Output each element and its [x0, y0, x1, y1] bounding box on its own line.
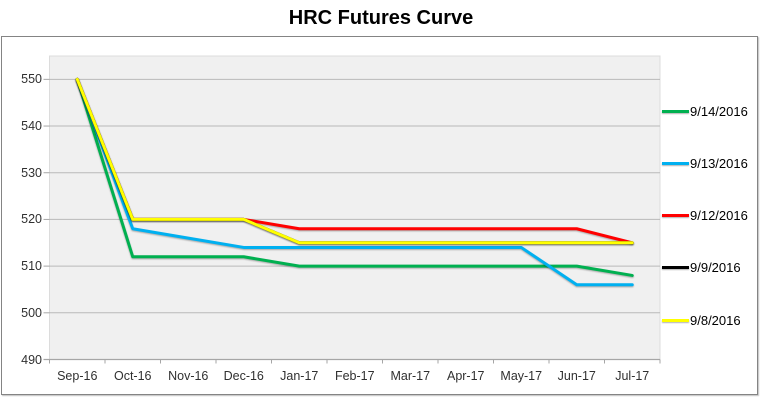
x-axis-label: Apr-17 [446, 369, 485, 383]
legend-item-9-9-2016: 9/9/2016 [662, 256, 756, 280]
y-axis-label: 500 [21, 305, 42, 320]
chart-box: 490 500 510 520 530 540 550 Sep-16 Oct-16 Nov-16 D… [1, 36, 758, 395]
y-axis-label: 520 [21, 212, 42, 227]
x-axis-label: Sep-16 [57, 369, 98, 383]
x-axis-label: Dec-16 [223, 369, 264, 383]
y-axis-label: 490 [21, 352, 42, 367]
series-line-9-13-2016 [75, 77, 634, 287]
x-axis-label: Mar-17 [390, 369, 431, 383]
legend-line-swatch [662, 318, 689, 322]
legend-item-9-14-2016: 9/14/2016 [662, 99, 756, 123]
legend-label: 9/12/2016 [690, 208, 748, 223]
x-axis-label: Jun-17 [557, 369, 596, 383]
x-axis-label: Jul-17 [615, 369, 650, 383]
chart-title: HRC Futures Curve [288, 7, 474, 29]
legend-line-swatch [662, 109, 689, 113]
legend-line-swatch [662, 161, 689, 165]
y-axis-label: 510 [21, 259, 42, 274]
x-axis-label: Oct-16 [113, 369, 152, 383]
series-line-9-8-2016 [75, 77, 634, 245]
y-axis-label: 550 [21, 72, 42, 87]
legend-label: 9/9/2016 [690, 260, 741, 276]
legend-line-swatch [662, 266, 689, 270]
plot-background [49, 55, 661, 360]
x-axis-label: Jan-17 [280, 369, 319, 383]
legend: 9/14/2016 9/13/2016 9/12/2016 9/9/2016 9/8/2… [662, 99, 756, 332]
legend-item-9-8-2016: 9/8/2016 [662, 308, 756, 332]
y-axis-label: 540 [21, 119, 42, 134]
plot-area [43, 55, 661, 364]
legend-line-swatch [662, 214, 689, 217]
legend-item-9-12-2016: 9/12/2016 [662, 204, 756, 228]
y-axis-label: 530 [21, 165, 42, 180]
series-line-9-14-2016 [75, 77, 634, 277]
legend-label: 9/13/2016 [690, 155, 748, 171]
legend-label: 9/8/2016 [690, 312, 741, 328]
legend-label: 9/14/2016 [690, 103, 748, 119]
x-axis-label: Nov-16 [168, 369, 209, 383]
x-axis-label: May-17 [500, 369, 543, 383]
x-axis-label: Feb-17 [334, 369, 375, 383]
legend-item-9-13-2016: 9/13/2016 [662, 151, 756, 175]
